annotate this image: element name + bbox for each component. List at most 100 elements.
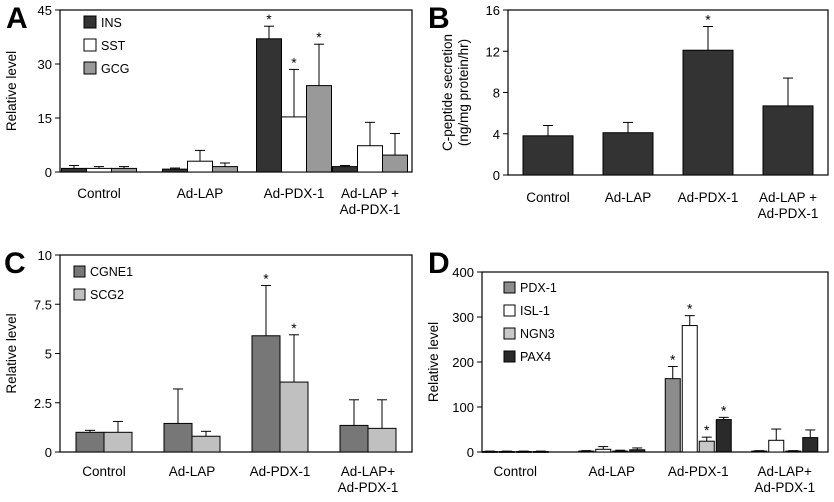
chart-panel-B: 0 4 8 12 16 C-peptide secretion(ng/mg protein… — [428, 2, 829, 221]
bar-isl-1 — [498, 451, 515, 453]
bar-scg2 — [191, 435, 221, 453]
significance-star: * — [687, 301, 693, 317]
y-tick-label: 4 — [493, 127, 500, 142]
bar-gcg — [382, 154, 408, 173]
bar-ins — [162, 168, 188, 173]
legend-label: SST — [101, 39, 126, 53]
bar-ins — [332, 166, 358, 173]
legend-swatch — [503, 327, 516, 340]
legend-label: PAX4 — [520, 350, 551, 364]
bar-sst — [281, 116, 307, 173]
category-label: Control — [82, 464, 126, 479]
bar-ngn3 — [785, 450, 802, 453]
legend-swatch — [83, 15, 97, 29]
bar-cgne1 — [75, 431, 105, 453]
bar-gcg — [306, 85, 332, 173]
y-tick-label: 400 — [452, 265, 474, 280]
panel-letter-B: B — [428, 2, 450, 35]
significance-star: * — [721, 402, 727, 418]
bar-series — [762, 105, 814, 176]
y-axis-label: Relative level — [426, 322, 441, 402]
bar-series — [602, 132, 654, 176]
y-tick-label: 2.5 — [34, 396, 52, 411]
bar-pdx-1 — [578, 450, 595, 453]
y-tick-label: 0 — [45, 445, 52, 460]
bar-cgne1 — [251, 335, 281, 453]
bar-pdx-1 — [751, 450, 768, 453]
panel-letter-D: D — [428, 247, 450, 280]
bar-gcg — [212, 166, 238, 173]
category-label: Ad-LAP — [177, 186, 224, 201]
bar-scg2 — [103, 431, 133, 453]
legend-label: ISL-1 — [520, 304, 550, 318]
bar-series — [522, 135, 574, 176]
bar-ins — [256, 38, 282, 173]
category-label: Control — [526, 190, 570, 205]
bar-ngn3 — [515, 451, 532, 453]
bar-scg2 — [279, 381, 309, 453]
y-tick-label: 100 — [452, 400, 474, 415]
category-label: Control — [77, 186, 121, 201]
bar-ins — [61, 167, 87, 173]
panel-letter-A: A — [6, 2, 28, 35]
y-tick-label: 16 — [486, 3, 500, 18]
bar-scg2 — [367, 427, 397, 453]
y-tick-label: 0 — [45, 165, 52, 180]
significance-star: * — [704, 422, 710, 438]
category-label: Ad-PDX-1 — [758, 206, 819, 221]
significance-star: * — [291, 54, 297, 70]
bar-pax4 — [715, 419, 732, 453]
bar-isl-1 — [681, 325, 698, 453]
bar-sst — [357, 145, 383, 173]
y-tick-label: 10 — [38, 248, 52, 263]
bar-cgne1 — [163, 422, 193, 453]
y-tick-label: 7.5 — [34, 297, 52, 312]
significance-star: * — [705, 12, 711, 28]
chart-panel-D: 0 100 200 300 400 Relative level D Control Ad-LA… — [426, 247, 829, 495]
category-label: Control — [493, 464, 537, 479]
y-tick-label: 12 — [486, 44, 500, 59]
y-tick-label: 30 — [38, 57, 52, 72]
y-axis-label: C-peptide secretion(ng/mg protein/hr) — [440, 34, 471, 151]
y-tick-label: 15 — [38, 111, 52, 126]
legend-label: PDX-1 — [520, 281, 557, 295]
legend-swatch — [83, 61, 97, 75]
significance-star: * — [266, 11, 272, 27]
bar-pdx-1 — [481, 451, 498, 453]
legend-swatch — [73, 265, 86, 278]
significance-star: * — [316, 29, 322, 45]
category-label: Ad-LAP + — [341, 186, 399, 201]
y-tick-label: 8 — [493, 86, 500, 101]
legend-label: GCG — [101, 62, 129, 76]
legend-swatch — [73, 288, 86, 301]
y-tick-label: 200 — [452, 355, 474, 370]
category-label: Ad-LAP — [588, 464, 635, 479]
bar-isl-1 — [768, 439, 785, 453]
y-tick-label: 0 — [493, 168, 500, 183]
bar-ngn3 — [612, 450, 629, 453]
legend-label: NGN3 — [520, 327, 555, 341]
panel-letter-C: C — [4, 247, 26, 280]
significance-star: * — [291, 320, 297, 336]
y-tick-label: 5 — [45, 347, 52, 362]
category-label: Ad-LAP — [169, 464, 216, 479]
chart-panel-C: 0 2.5 5 7.5 10 Relative level C Control Ad-LAP * *… — [4, 247, 413, 495]
legend-label: CGNE1 — [90, 265, 133, 279]
category-label: Ad-LAP+ — [341, 464, 396, 479]
bar-cgne1 — [339, 424, 369, 453]
y-axis-label: Relative level — [4, 313, 19, 393]
legend-swatch — [503, 350, 516, 363]
significance-star: * — [670, 352, 676, 368]
category-label: Ad-PDX-1 — [678, 190, 739, 205]
legend-label: INS — [101, 16, 122, 30]
category-label: Ad-PDX-1 — [338, 480, 399, 495]
bar-pax4 — [532, 451, 549, 453]
y-axis-label: Relative level — [4, 51, 19, 131]
legend-label: SCG2 — [90, 288, 124, 302]
bar-pax4 — [802, 437, 819, 453]
legend-swatch — [503, 281, 516, 294]
y-tick-label: 300 — [452, 310, 474, 325]
chart-panel-A: 0 15 30 45 Relative level A Control Ad-LAP * * * Ad… — [4, 2, 413, 217]
plot-frame-C — [59, 254, 413, 453]
